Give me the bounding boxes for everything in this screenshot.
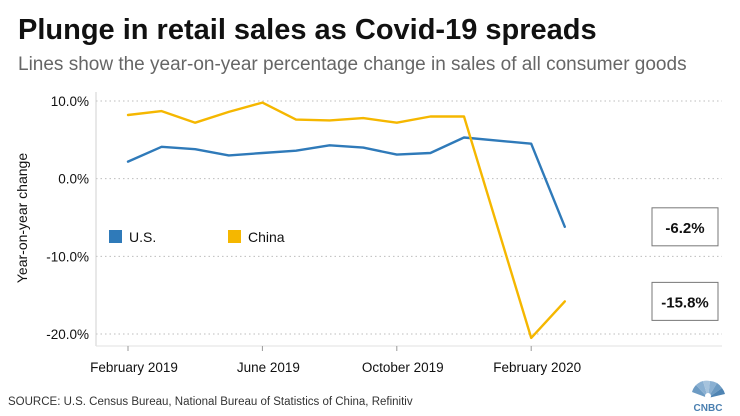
series-group: [126, 101, 566, 340]
y-axis-label: Year-on-year change: [14, 153, 30, 283]
y-tick-label: -20.0%: [46, 327, 89, 342]
x-axis: February 2019 June 2019 October 2019 Februa…: [90, 345, 722, 375]
y-tick-label: -10.0%: [46, 249, 89, 264]
legend-swatch: [228, 230, 241, 243]
chart-title: Plunge in retail sales as Covid-19 sprea…: [18, 14, 597, 46]
y-tick-label: 0.0%: [58, 172, 89, 187]
y-tick-label: 10.0%: [51, 94, 89, 109]
chart-subtitle: Lines show the year-on-year percentage c…: [18, 54, 687, 75]
end-value-box: [651, 281, 719, 321]
y-axis: 10.0% 0.0% -10.0% -20.0%: [46, 92, 97, 346]
legend-label: U.S.: [129, 229, 156, 245]
end-labels: -6.2% -15.8%: [651, 207, 719, 321]
gridlines: [96, 100, 722, 335]
x-tick-label: February 2020: [493, 360, 581, 375]
cnbc-peacock-logo: CNBC: [692, 380, 725, 414]
legend-swatch: [109, 230, 122, 243]
cnbc-brand-text: CNBC: [694, 403, 723, 414]
series-line-us: [126, 136, 566, 229]
x-tick-label: June 2019: [237, 360, 300, 375]
end-value-label: -6.2%: [665, 220, 704, 237]
x-tick-label: February 2019: [90, 360, 178, 375]
end-value-box: [651, 207, 719, 247]
legend-label: China: [248, 229, 285, 245]
source-note: SOURCE: U.S. Census Bureau, National Bur…: [8, 396, 413, 408]
legend: U.S. China: [109, 229, 285, 245]
end-value-label: -15.8%: [661, 294, 709, 311]
x-tick-label: October 2019: [362, 360, 444, 375]
series-line-china: [126, 101, 566, 340]
